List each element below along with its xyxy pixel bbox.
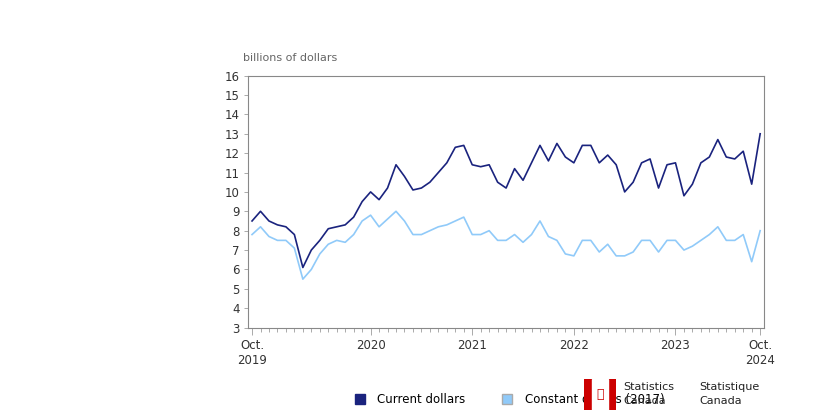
Text: billions of dollars: billions of dollars (243, 53, 337, 63)
Bar (591, 379, 608, 410)
Text: 🍁: 🍁 (596, 388, 603, 401)
Legend: Current dollars, Constant dollars (2017): Current dollars, Constant dollars (2017) (348, 393, 664, 406)
Bar (584, 379, 591, 410)
Bar (608, 379, 616, 410)
Text: Statistique
Canada: Statistique Canada (699, 382, 759, 406)
Text: Statistics
Canada: Statistics Canada (623, 382, 675, 406)
